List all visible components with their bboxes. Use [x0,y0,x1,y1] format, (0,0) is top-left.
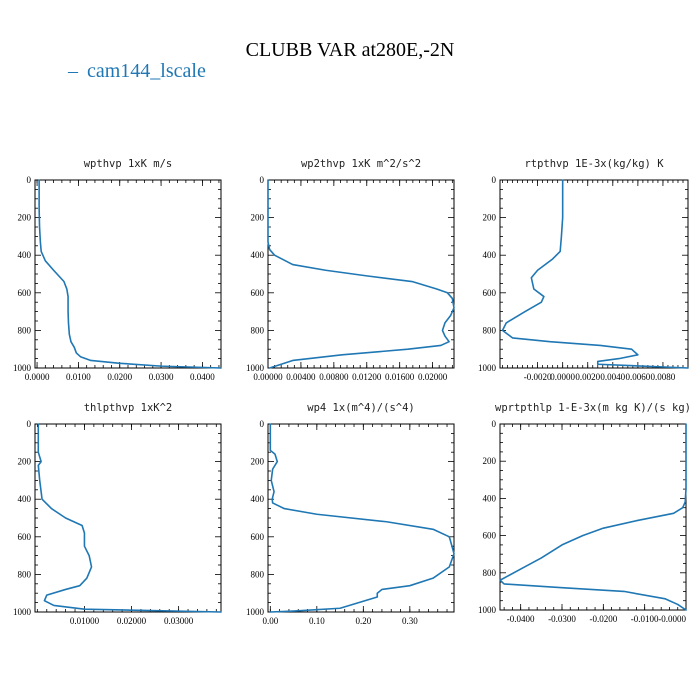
x-tick-label: 0.10 [309,616,325,626]
y-tick-label: 800 [483,325,497,335]
legend-entry: – cam144_lscale [67,60,206,82]
subplot-title: rtpthvp 1E-3x(kg/kg) K [524,158,664,170]
legend-line-marker: – [67,60,79,82]
subplot-2: wp2thvp 1xK m^2/s^2020040060080010000.00… [246,158,455,382]
figure-title: CLUBB VAR at280E,-2N [246,39,455,61]
x-tick-label: 0.00400 [286,372,316,382]
x-tick-label: 0.20 [355,616,371,626]
y-tick-label: 600 [251,532,265,542]
y-tick-label: 1000 [13,363,32,373]
y-tick-label: 800 [18,569,32,579]
y-tick-label: 0 [27,419,32,429]
y-tick-label: 0 [260,175,265,185]
y-tick-label: 800 [483,568,497,578]
x-tick-label: 0.02000 [418,372,448,382]
axes-frame [267,179,455,369]
subplot-title: wp2thvp 1xK m^2/s^2 [301,158,421,170]
y-tick-label: 200 [18,457,32,467]
y-tick-label: 1000 [246,363,265,373]
series-line [499,423,687,611]
x-tick-label: 0.0000 [550,372,575,382]
x-tick-label: 0.0200 [107,372,132,382]
subplot-title: thlpthvp 1xK^2 [84,402,173,414]
subplot-6: wprtpthlp 1-E-3x(m kg K)/(s kg) 0 200 400 60… [478,402,691,624]
y-tick-label: 600 [251,288,265,298]
y-tick-label: 400 [18,494,32,504]
y-tick-label: 0 [492,175,497,185]
y-tick-label: 400 [483,493,497,503]
series-line [269,423,455,613]
subplot-title: wprtpthlp 1-E-3x(m kg K)/(s kg) [495,402,691,414]
x-tick-label: 0.01000 [70,616,100,626]
subplot-4: thlpthvp 1xK^2 0 200 400 600 800 1000 0.01000 0.… [13,402,222,626]
y-tick-label: 0 [260,419,265,429]
x-tick-label: 0.01200 [352,372,382,382]
x-tick-label: 0.00800 [319,372,349,382]
y-tick-label: 200 [483,456,497,466]
x-tick-label: -0.0300 [548,614,576,624]
y-tick-label: 400 [18,250,32,260]
x-tick-label: 0.0100 [66,372,91,382]
x-tick-label: -0.0400 [507,614,535,624]
series-line [37,423,222,613]
legend-label: cam144_lscale [87,60,206,82]
x-tick-label: 0.02000 [117,616,147,626]
x-tick-label: -0.0000 [658,614,686,624]
subplot-title: wp4 1x(m^4)/(s^4) [307,402,414,414]
subplot-3: rtpthvp 1E-3x(kg/kg) K 0 200 400 600 800 1000 -… [478,158,689,382]
y-tick-label: 800 [18,325,32,335]
y-tick-label: 600 [483,531,497,541]
x-tick-label: 0.0300 [149,372,174,382]
y-tick-label: 200 [251,213,265,223]
x-tick-label: 0.0040 [600,372,625,382]
x-tick-label: 0.30 [402,616,418,626]
y-tick-label: 1000 [478,363,497,373]
y-tick-label: 0 [492,419,497,429]
y-tick-label: 0 [27,175,32,185]
y-tick-label: 200 [18,213,32,223]
axes-frame [267,423,455,613]
y-tick-label: 200 [483,213,497,223]
y-tick-label: 600 [18,532,32,542]
y-tick-label: 1000 [246,607,265,617]
x-tick-label: -0.0100 [631,614,659,624]
x-tick-label: 0.00000 [253,372,283,382]
y-tick-label: 400 [251,494,265,504]
series-line [38,179,222,369]
x-tick-label: 0.00 [262,616,278,626]
x-tick-label: -0.0200 [589,614,617,624]
x-tick-label: 0.0060 [625,372,650,382]
series-line [501,179,689,369]
y-tick-label: 1000 [478,605,497,615]
x-tick-label: 0.03000 [164,616,194,626]
y-tick-label: 200 [251,457,265,467]
x-tick-label: 0.0080 [651,372,676,382]
y-tick-label: 400 [251,250,265,260]
x-tick-label: 0.0400 [190,372,215,382]
y-tick-label: 1000 [13,607,32,617]
y-tick-label: 600 [18,288,32,298]
series-line [267,179,455,369]
x-tick-label: 0.01600 [385,372,415,382]
y-tick-label: 400 [483,250,497,260]
axes-frame [34,423,222,613]
y-tick-label: 800 [251,569,265,579]
y-tick-label: 800 [251,325,265,335]
x-tick-label: 0.0020 [575,372,600,382]
x-tick-label: 0.0000 [25,372,50,382]
x-tick-label: -0.0020 [524,372,552,382]
subplot-title: wpthvp 1xK m/s [84,158,173,170]
axes-frame [34,179,222,369]
y-tick-label: 600 [483,288,497,298]
